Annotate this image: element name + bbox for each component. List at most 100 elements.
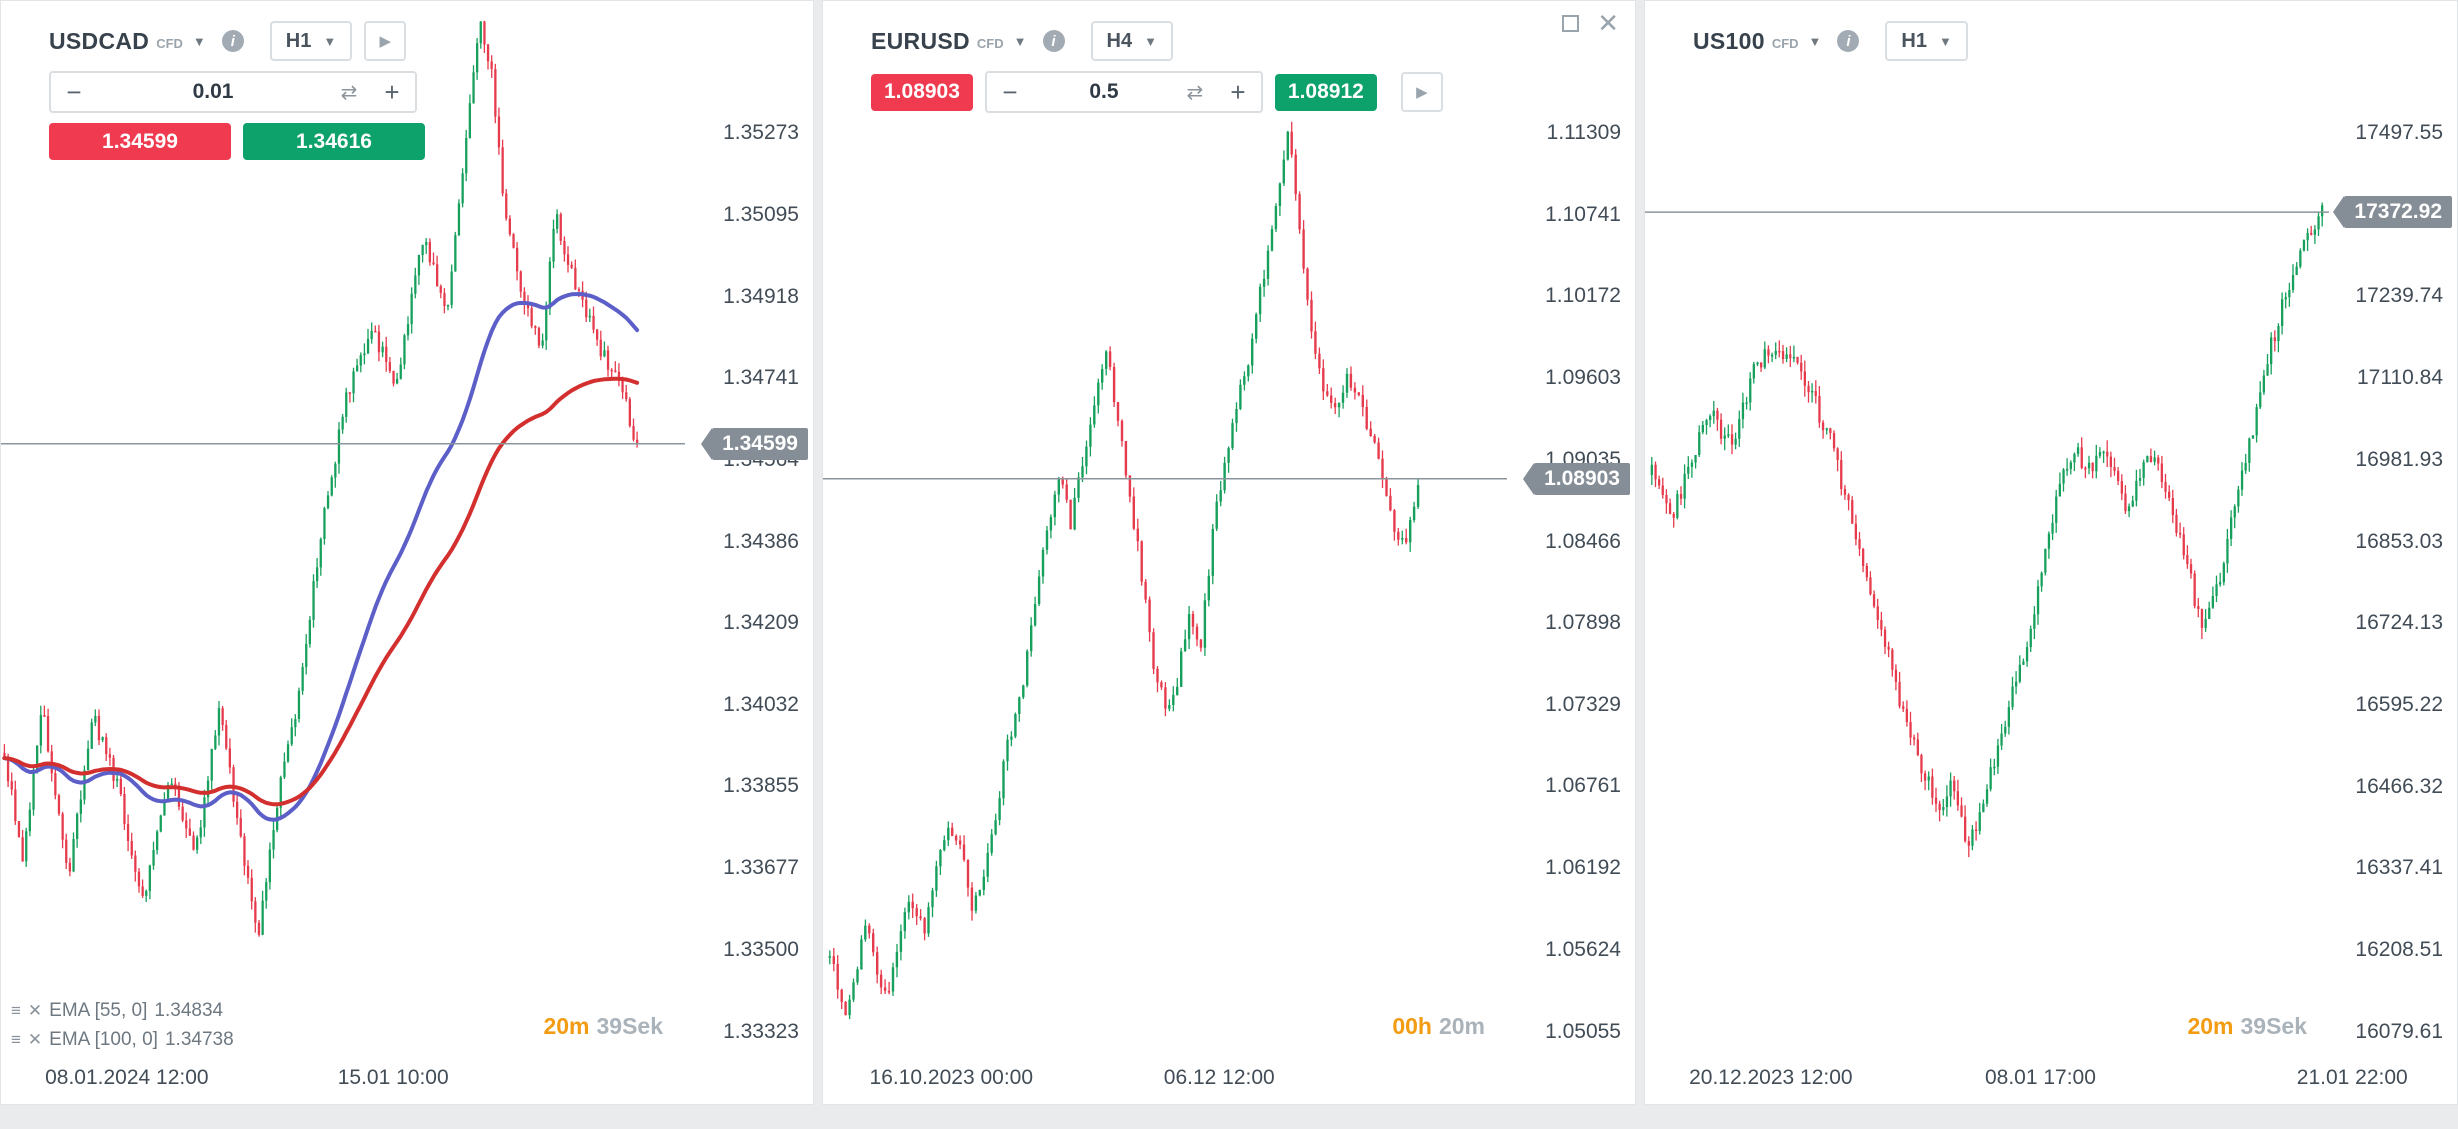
price-tick-label: 1.10741 [1545,202,1621,226]
candlestick-chart[interactable] [823,1,1635,1058]
price-tick-label: 1.08466 [1545,529,1621,553]
volume-stepper: − 0.5 ⇄ + [984,71,1263,113]
chevron-down-icon: ▼ [1939,33,1952,49]
price-tick-label: 16981.93 [2355,447,2443,471]
timeframe-value: H1 [1901,29,1927,52]
sell-button[interactable]: 1.34599 [49,123,231,160]
candlestick-chart[interactable] [1,1,813,1058]
ema-55-value: 1.34834 [154,999,224,1021]
decrease-volume-button[interactable]: − [987,73,1033,111]
symbol-name[interactable]: USDCAD [49,27,150,54]
price-tick-label: 16724.13 [2355,611,2443,635]
chart-workspace: 1.352731.350951.349181.347411.345641.343… [0,0,2458,1105]
timer-hours: 00h [1392,1013,1432,1039]
panel-controls: USDCAD CFD ▼ i H1 ▼ ▶ − 0.01 ⇄ + 1.3 [49,21,425,160]
timer-seconds: 39Sek [596,1013,663,1039]
current-price-badge: 1.08903 [1523,462,1630,495]
price-tick-label: 1.34386 [723,529,799,553]
price-tick-label: 17110.84 [2356,366,2443,390]
timer-minutes: 20m [2187,1013,2234,1039]
chart-canvas[interactable]: 1.11309 1.10741 1.10172 1.09603 1.09035 1.084… [823,1,1635,1104]
time-axis-label: 06.12 12:00 [1163,1066,1275,1089]
indicator-legend: ≡ ✕ EMA [55, 0] 1.34834 ≡ ✕ EMA [100, 0]… [11,996,234,1054]
panel-controls: EURUSD CFD ▼ i H4 ▼ 1.08903 − 0.5 ⇄ + 1.… [871,21,1443,113]
info-icon[interactable]: i [1837,30,1860,52]
timeframe-select[interactable]: H1 ▼ [1885,21,1968,61]
play-button[interactable]: ▶ [1400,72,1443,112]
instrument-type-label: CFD [156,36,183,51]
price-tick-label: 1.07898 [1545,611,1621,635]
price-axis[interactable]: 1.11309 1.10741 1.10172 1.09603 1.09035 1.084… [1507,1,1635,1058]
current-price-badge: 1.34599 [701,427,808,460]
price-axis[interactable]: 17497.55 17239.74 17110.84 16981.93 16853.03… [2329,1,2457,1058]
indicator-menu-icon[interactable]: ≡ [11,1029,21,1049]
indicator-menu-icon[interactable]: ≡ [11,1000,21,1020]
symbol-name[interactable]: EURUSD [871,27,970,54]
price-tick-label: 16337.41 [2355,856,2443,880]
play-button[interactable]: ▶ [364,21,407,61]
price-tick-label: 17239.74 [2355,284,2443,308]
candle-countdown-timer: 20m 39Sek [543,1013,663,1040]
symbol-name[interactable]: US100 [1693,27,1765,54]
symbol-header: EURUSD CFD ▼ i H4 ▼ [871,21,1173,61]
maximize-icon[interactable] [1562,15,1580,32]
indicator-remove-icon[interactable]: ✕ [27,1000,43,1020]
price-tick-label: 1.07329 [1545,692,1621,716]
chevron-down-icon[interactable]: ▼ [192,33,206,49]
close-icon[interactable]: ✕ [1597,8,1619,38]
timeframe-select[interactable]: H4 ▼ [1090,21,1173,61]
price-tick-label: 16595.22 [2355,692,2443,716]
candle-countdown-timer: 20m 39Sek [2187,1013,2307,1040]
price-tick-label: 1.10172 [1545,284,1621,308]
price-tick-label: 16853.03 [2355,529,2443,553]
time-axis[interactable]: 20.12.2023 12:00 08.01 17:00 21.01 22:00 [1645,1058,2457,1104]
time-axis[interactable]: 08.01.2024 12:00 15.01 10:00 [1,1058,813,1104]
price-tick-label: 1.34741 [723,366,799,390]
price-tick-label: 1.34032 [723,692,799,716]
time-axis[interactable]: 16.10.2023 00:00 06.12 12:00 [823,1058,1635,1104]
indicator-remove-icon[interactable]: ✕ [27,1029,43,1049]
chevron-down-icon[interactable]: ▼ [1013,33,1027,49]
price-tick-label: 1.33677 [723,856,799,880]
increase-volume-button[interactable]: + [1215,73,1261,111]
info-icon[interactable]: i [221,30,244,52]
price-tick-label: 1.05055 [1545,1019,1621,1043]
price-axis[interactable]: 1.352731.350951.349181.347411.345641.343… [685,1,813,1058]
time-axis-label: 21.01 22:00 [2296,1066,2408,1089]
ema-55-label: EMA [55, 0] [49,999,148,1021]
decrease-volume-button[interactable]: − [51,73,97,111]
buy-button[interactable]: 1.34616 [243,123,425,160]
chart-panel-eurusd: 1.11309 1.10741 1.10172 1.09603 1.09035 1.084… [822,0,1636,1105]
time-axis-label: 20.12.2023 12:00 [1689,1066,1853,1089]
price-tick-label: 1.33500 [723,938,799,962]
volume-row: − 0.01 ⇄ + [49,71,417,113]
volume-value[interactable]: 0.01 [192,80,234,103]
timer-seconds: 39Sek [2240,1013,2307,1039]
price-tick-label: 16466.32 [2355,774,2443,798]
price-tick-label: 1.35273 [723,121,799,145]
increase-volume-button[interactable]: + [369,73,415,111]
chart-canvas[interactable]: 17497.55 17239.74 17110.84 16981.93 16853.03… [1645,1,2457,1104]
chevron-down-icon: ▼ [323,33,337,49]
time-axis-label: 15.01 10:00 [337,1066,449,1089]
ema-100-value: 1.34738 [164,1028,234,1050]
timeframe-select[interactable]: H1 ▼ [269,21,353,61]
price-tick-label: 16208.51 [2355,937,2443,961]
refresh-icon[interactable]: ⇄ [340,81,358,104]
info-icon[interactable]: i [1042,30,1065,52]
instrument-type-label: CFD [1771,36,1799,51]
candlestick-chart[interactable] [1645,1,2457,1058]
chart-canvas[interactable]: 1.352731.350951.349181.347411.345641.343… [1,1,813,1104]
refresh-icon[interactable]: ⇄ [1186,81,1204,104]
sell-price-chip[interactable]: 1.08903 [871,73,973,111]
price-tick-label: 1.05624 [1545,937,1621,961]
buy-price-chip[interactable]: 1.08912 [1274,73,1377,111]
volume-value[interactable]: 0.5 [1089,80,1119,103]
candle-countdown-timer: 00h 20m [1392,1013,1485,1040]
price-tick-label: 1.34918 [723,284,799,308]
price-tick-label: 17497.55 [2355,121,2443,145]
instrument-type-label: CFD [976,36,1004,51]
timeframe-value: H4 [1106,29,1133,52]
chevron-down-icon[interactable]: ▼ [1808,33,1822,49]
chart-panel-us100: 17497.55 17239.74 17110.84 16981.93 16853.03… [1644,0,2458,1105]
